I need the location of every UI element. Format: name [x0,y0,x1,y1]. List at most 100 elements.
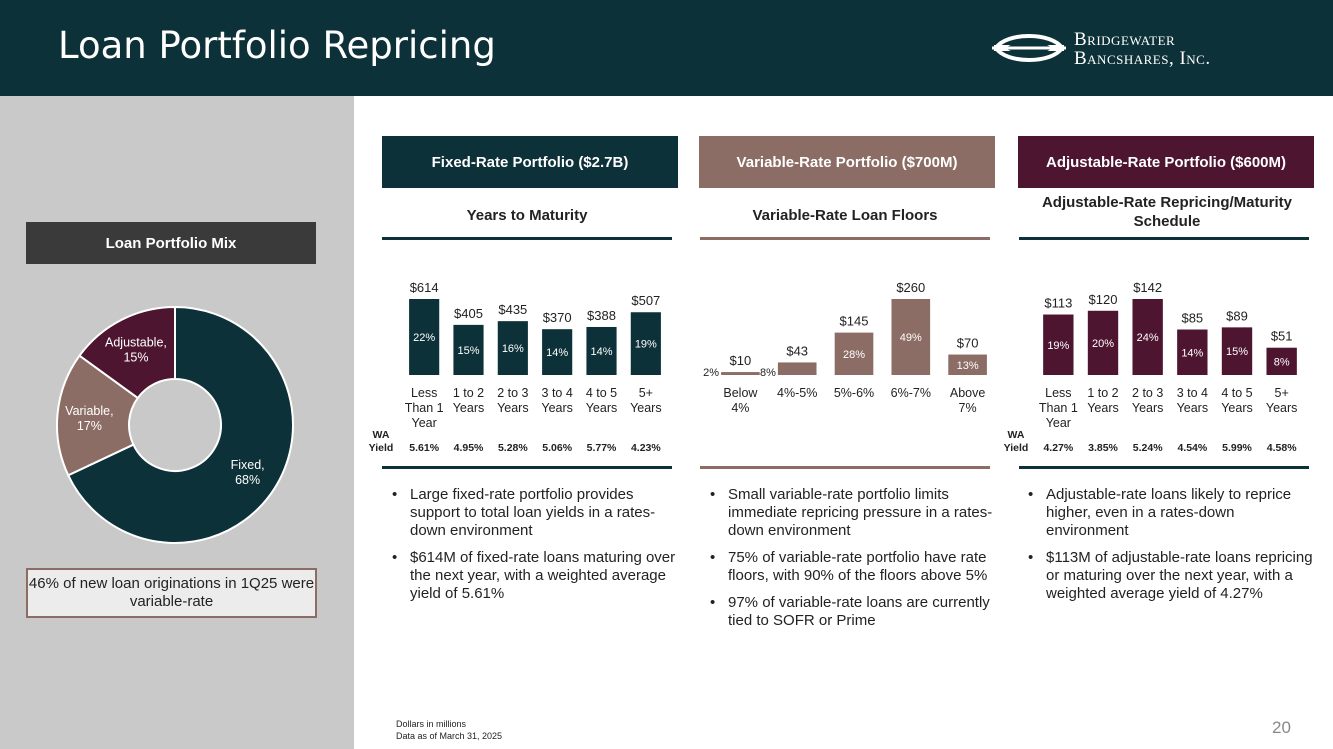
category-label: Less Than 1 Year [1039,386,1078,430]
wa-yield-value: 5.06% [542,442,572,454]
fixed-bullet-2: $614M of fixed-rate loans maturing over … [392,549,682,603]
category-label: 1 to 2 Years [453,386,485,415]
fixed-bullet-1: Large fixed-rate portfolio provides supp… [392,486,682,540]
wa-yield-value: 3.85% [1088,442,1118,454]
bar-pct-label: 16% [502,343,524,355]
variable-bullets: Small variable-rate portfolio limits imm… [710,486,1000,639]
bar-pct-label: 49% [900,332,922,344]
bar-pct-label: 20% [1092,338,1114,350]
bar-4 [891,299,931,375]
fixed-bullets: Large fixed-rate portfolio provides supp… [392,486,682,612]
loan-mix-donut-chart: Fixed, 68% Variable, 17% Adjustable, 15% [56,306,294,544]
variable-bullet-2: 75% of variable-rate portfolio have rate… [710,549,1000,585]
bar-value-label: $614 [410,280,439,295]
bar-pct-label: 22% [413,332,435,344]
wa-yield-value: 4.58% [1267,442,1297,454]
category-label: 4%-5% [777,386,817,400]
fixed-top-rule [382,237,672,240]
bar-value-label: $113 [1044,296,1072,311]
category-label: Less Than 1 Year [405,386,444,430]
bar-6 [1266,347,1297,375]
bar-value-label: $120 [1089,292,1118,307]
wa-yield-value: 5.77% [587,442,617,454]
bar-pct-label: 13% [957,360,979,372]
bar-1 [409,299,440,375]
bar-pct-label: 8% [760,367,776,379]
adjustable-bullets: Adjustable-rate loans likely to reprice … [1028,486,1318,612]
bar-pct-label: 15% [457,345,479,357]
category-label: 2 to 3 Years [1132,386,1164,415]
adjustable-top-rule [1019,237,1309,240]
category-label: 2 to 3 Years [497,386,529,415]
header-bar: Loan Portfolio Repricing Bridgewater Ban… [0,0,1333,96]
adjustable-bullet-2: $113M of adjustable-rate loans repricing… [1028,549,1318,603]
adjustable-bottom-rule [1019,466,1309,469]
bar-value-label: $85 [1181,311,1203,326]
wa-yield-value: 5.99% [1222,442,1252,454]
donut-label-adjustable: Adjustable, 15% [105,335,167,364]
logo-emblem-icon [992,34,1066,62]
bar-pct-label: 2% [703,367,719,379]
variable-bottom-rule [700,466,990,469]
donut-label-variable: Variable, 17% [65,404,113,433]
bar-value-label: $89 [1226,308,1248,323]
variable-chart-title: Variable-Rate Loan Floors [752,207,938,224]
bar-3 [1132,299,1163,375]
adjustable-bullet-1: Adjustable-rate loans likely to reprice … [1028,486,1318,540]
company-logo: Bridgewater Bancshares, Inc. [992,26,1282,70]
bar-value-label: $142 [1133,280,1162,295]
bar-3 [834,332,874,375]
donut-label-fixed: Fixed, 68% [231,458,265,487]
bar-pct-label: 15% [1226,346,1248,358]
wa-yield-value: 5.24% [1133,442,1163,454]
bar-pct-label: 14% [590,346,612,358]
bar-4 [542,329,573,375]
bar-value-label: $435 [498,302,527,317]
adjustable-chart-title: Adjustable-Rate Repricing/Maturity Sched… [1041,194,1293,230]
wa-yield-value: 5.28% [498,442,528,454]
bar-value-label: $70 [957,336,979,351]
adjustable-portfolio-header: Adjustable-Rate Portfolio ($600M) [1018,136,1314,188]
bar-value-label: $51 [1271,329,1293,344]
category-label: 5%-6% [834,386,874,400]
donut-slice-adjustable [78,306,176,400]
bar-pct-label: 24% [1137,332,1159,344]
bar-2 [1087,310,1119,375]
donut-slice-variable [56,354,140,477]
bar-value-label: $405 [454,306,483,321]
bar-value-label: $370 [543,310,572,325]
variable-portfolio-header: Variable-Rate Portfolio ($700M) [699,136,995,188]
page-number: 20 [1272,718,1291,737]
wa-yield-label: WA Yield [1004,429,1029,454]
variable-bullet-1: Small variable-rate portfolio limits imm… [710,486,1000,540]
bar-5 [1221,327,1253,375]
bar-pct-label: 14% [1181,347,1203,359]
bar-pct-label: 19% [635,339,657,351]
bar-pct-label: 28% [843,349,865,361]
bar-value-label: $43 [786,343,808,358]
bar-4 [1177,329,1208,375]
bar-1 [1043,314,1074,375]
fixed-portfolio-header: Fixed-Rate Portfolio ($2.7B) [382,136,678,188]
bar-5 [586,326,617,375]
category-label: 3 to 4 Years [1177,386,1209,415]
footnote: Dollars in millions Data as of March 31,… [396,718,502,742]
bar-2 [453,324,484,375]
wa-yield-value: 4.23% [631,442,661,454]
category-label: 4 to 5 Years [1221,386,1253,415]
logo-text: Bridgewater Bancshares, Inc. [1074,30,1211,68]
wa-yield-label: WA Yield [369,429,394,454]
category-label: 1 to 2 Years [1087,386,1119,415]
bar-value-label: $10 [730,353,752,368]
logo-line-1: Bridgewater [1074,29,1176,50]
variable-top-rule [700,237,990,240]
wa-yield-value: 5.61% [409,442,439,454]
bar-6 [630,312,661,375]
category-label: Below 4% [723,386,758,415]
variable-bullet-3: 97% of variable-rate loans are currently… [710,594,1000,630]
wa-yield-value: 4.54% [1177,442,1207,454]
origination-note: 46% of new loan originations in 1Q25 wer… [26,568,317,618]
bar-value-label: $260 [896,280,925,295]
